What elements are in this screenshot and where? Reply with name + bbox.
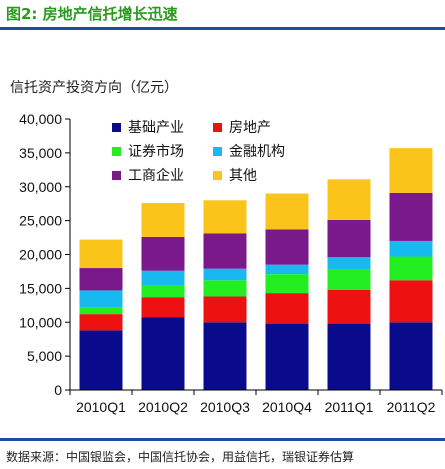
bar-segment-4-1 [141,236,185,271]
bar-segment-4-4 [327,219,371,258]
y-tick-label: 10,000 [19,314,62,330]
bar-segment-5-3 [265,193,309,230]
bars [79,148,433,390]
bar-segment-2-4 [327,269,371,290]
chart-title: 信托资产投资方向（亿元） [10,79,178,95]
bar-segment-5-5 [389,148,433,193]
legend-swatch [213,147,222,156]
bar-segment-5-4 [327,179,371,220]
y-tick-label: 40,000 [19,111,62,127]
legend-label: 工商企业 [128,167,184,183]
bar-segment-0-0 [79,330,123,390]
y-tick-label: 25,000 [19,213,62,229]
bar-segment-5-0 [79,239,123,269]
x-axis: 2010Q1 2010Q2 2010Q3 2010Q4 2011Q1 2011Q2 [69,389,443,415]
x-tick-label: 2011Q2 [387,399,436,415]
bar-segment-2-0 [79,307,123,315]
bar-segment-5-2 [203,200,247,234]
legend-label: 证券市场 [128,143,184,159]
x-tick-label: 2010Q3 [200,399,250,415]
bar-segment-1-1 [141,297,185,318]
bottom-divider [0,438,445,441]
source-note: 数据来源：中国银监会，中国信托协会，用益信托，瑞银证券估算 [6,450,355,464]
bar-segment-2-2 [203,280,247,297]
bar-segment-1-0 [79,314,123,331]
y-tick-label: 20,000 [19,247,62,263]
bar-segment-5-1 [141,203,185,237]
y-axis: 0 5,000 10,000 15,000 20,000 25,000 30,000 35,0… [19,111,71,398]
bar-segment-1-5 [389,280,433,323]
bar-segment-1-2 [203,296,247,323]
y-tick-label: 0 [54,382,62,398]
bar-segment-1-3 [265,293,309,324]
y-tick-label: 30,000 [19,179,62,195]
bar-segment-0-4 [327,323,371,390]
bar-segment-4-5 [389,192,433,241]
bar-segment-2-1 [141,284,185,298]
legend-label: 其他 [229,167,257,183]
bar-segment-0-3 [265,323,309,390]
bar-segment-0-5 [389,322,433,390]
legend-label: 基础产业 [128,119,184,135]
y-tick-label: 35,000 [19,145,62,161]
bar-segment-4-2 [203,233,247,269]
bar-segment-4-0 [79,268,123,291]
bar-segment-2-3 [265,274,309,294]
legend-swatch [112,147,121,156]
bar-segment-2-5 [389,256,433,281]
legend-label: 房地产 [229,119,271,135]
bar-segment-3-5 [389,240,433,257]
legend-swatch [112,123,121,132]
bar-segment-3-0 [79,290,123,308]
bar-segment-3-1 [141,270,185,285]
legend-swatch [213,123,222,132]
legend-label: 金融机构 [229,143,285,159]
x-tick-label: 2010Q4 [262,399,312,415]
bar-segment-3-3 [265,264,309,275]
legend-swatch [112,171,121,180]
x-tick-label: 2011Q1 [325,399,374,415]
x-tick-label: 2010Q2 [138,399,188,415]
bar-segment-4-3 [265,229,309,265]
bar-segment-3-4 [327,257,371,270]
top-divider [0,27,445,30]
x-tick-label: 2010Q1 [76,399,126,415]
bar-segment-0-2 [203,322,247,390]
figure-title: 图2: 房地产信托增长迅速 [6,5,178,23]
y-tick-label: 5,000 [27,348,62,364]
legend-swatch [213,171,222,180]
bar-segment-1-4 [327,289,371,324]
y-tick-label: 15,000 [19,280,62,296]
bar-segment-3-2 [203,268,247,281]
bar-segment-0-1 [141,317,185,390]
